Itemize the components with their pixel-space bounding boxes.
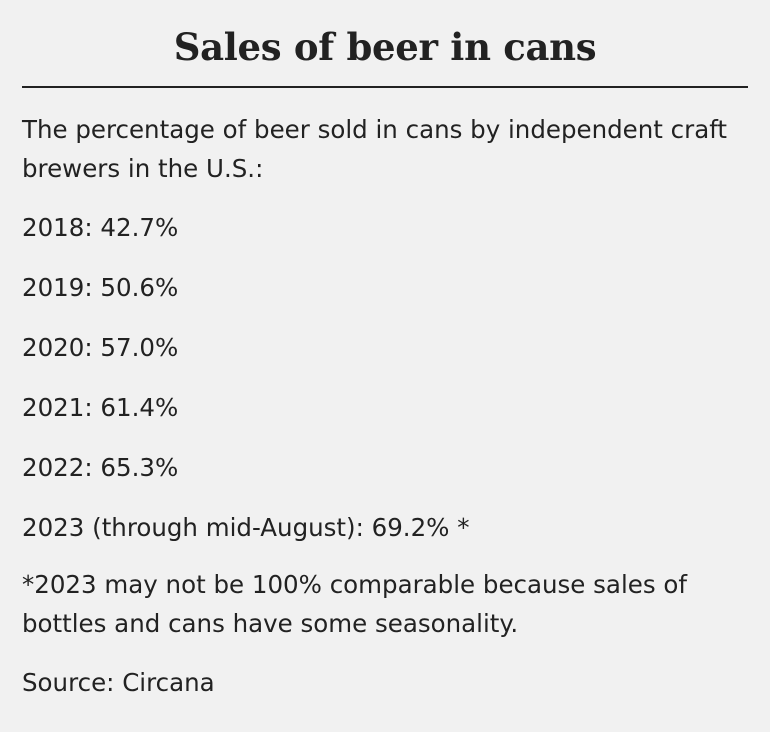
stat-2019: 2019: 50.6%	[22, 273, 179, 302]
source-credit: Source: Circana	[22, 668, 215, 697]
footnote: *2023 may not be 100% comparable because…	[22, 570, 687, 638]
stat-2023: 2023 (through mid-August): 69.2% *	[22, 513, 470, 542]
stat-2018: 2018: 42.7%	[22, 213, 179, 242]
stat-2021: 2021: 61.4%	[22, 393, 179, 422]
stat-2020: 2020: 57.0%	[22, 333, 179, 362]
stat-2022: 2022: 65.3%	[22, 453, 179, 482]
intro-text: The percentage of beer sold in cans by i…	[22, 115, 728, 183]
title-divider	[22, 86, 748, 88]
page-title: Sales of beer in cans	[173, 25, 597, 69]
